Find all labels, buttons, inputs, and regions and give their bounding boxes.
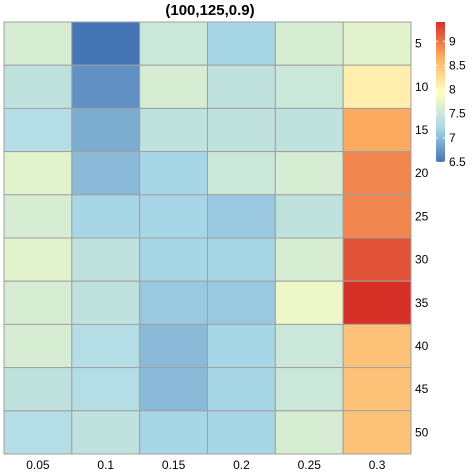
heatmap-cell-r50-c0.1 — [71, 410, 141, 455]
heatmap-cell-r15-c0.2 — [207, 107, 276, 153]
heatmap-cell-r35-c0.2 — [207, 280, 276, 325]
heatmap-cell-r40-c0.1 — [71, 323, 141, 369]
heatmap-cell-r50-c0.2 — [207, 410, 276, 455]
heatmap-cell-r30-c0.1 — [71, 237, 141, 282]
y-tick-label: 45 — [415, 382, 429, 396]
colorbar-tick-label: 9 — [449, 34, 456, 48]
heatmap-cell-r25-c0.05 — [3, 194, 73, 239]
y-tick-label: 15 — [415, 123, 429, 137]
heatmap-cell-r5-c0.2 — [207, 21, 276, 66]
heatmap-cell-r45-c0.25 — [274, 367, 344, 412]
x-tick-label: 0.3 — [369, 458, 386, 472]
heatmap-cell-r25-c0.15 — [139, 194, 209, 239]
x-axis-ticks: 0.05 0.1 0.15 0.2 0.25 0.3 — [26, 458, 386, 472]
heatmap-cell-r20-c0.05 — [3, 151, 73, 196]
heatmap-cell-r25-c0.25 — [274, 194, 344, 239]
heatmap-cell-r30-c0.3 — [342, 237, 412, 282]
heatmap-cell-r5-c0.25 — [274, 21, 344, 66]
colorbar-ticks: 9 8.5 8 7.5 7 6.5 — [436, 34, 466, 169]
heatmap-cell-r50-c0.05 — [3, 410, 73, 455]
heatmap-cell-r25-c0.3 — [342, 194, 412, 239]
heatmap-cell-r10-c0.25 — [274, 64, 344, 109]
heatmap-cell-r10-c0.2 — [207, 64, 276, 109]
heatmap-cell-r45-c0.15 — [139, 367, 209, 412]
heatmap-cell-r25-c0.1 — [71, 194, 141, 239]
heatmap-cell-r20-c0.15 — [139, 151, 209, 196]
colorbar-tick-label: 8.5 — [449, 58, 466, 72]
heatmap-cell-r40-c0.3 — [342, 323, 412, 369]
heatmap-cell-r50-c0.15 — [139, 410, 209, 455]
y-tick-label: 5 — [415, 37, 422, 51]
heatmap-cell-r45-c0.1 — [71, 367, 141, 412]
heatmap-cell-r30-c0.2 — [207, 237, 276, 282]
heatmap-cell-r40-c0.15 — [139, 323, 209, 369]
y-tick-label: 35 — [415, 296, 429, 310]
heatmap-cell-r15-c0.25 — [274, 107, 344, 153]
y-tick-label: 25 — [415, 209, 429, 223]
heatmap-cell-r45-c0.3 — [342, 367, 412, 412]
heatmap-cell-r5-c0.1 — [71, 21, 141, 66]
heatmap-cell-r15-c0.15 — [139, 107, 209, 153]
heatmap-cell-r45-c0.05 — [3, 367, 73, 412]
colorbar-tick-label: 6.5 — [449, 155, 466, 169]
y-tick-label: 10 — [415, 80, 429, 94]
heatmap-cell-r35-c0.15 — [139, 280, 209, 325]
heatmap-cell-r30-c0.05 — [3, 237, 73, 282]
heatmap-cell-r15-c0.3 — [342, 107, 412, 153]
y-tick-label: 20 — [415, 166, 429, 180]
heatmap-cell-r15-c0.1 — [71, 107, 141, 153]
colorbar-tick-label: 7.5 — [449, 107, 466, 121]
heatmap-cell-r15-c0.05 — [3, 107, 73, 153]
colorbar-legend: 9 8.5 8 7.5 7 6.5 — [436, 22, 466, 169]
heatmap-cell-r30-c0.15 — [139, 237, 209, 282]
heatmap-cell-r10-c0.3 — [342, 64, 412, 109]
heatmap-cell-r35-c0.05 — [3, 280, 73, 325]
y-tick-label: 30 — [415, 253, 429, 267]
colorbar — [436, 22, 445, 162]
heatmap-cell-r20-c0.1 — [71, 151, 141, 196]
heatmap-cell-r10-c0.05 — [3, 64, 73, 109]
heatmap-cell-r10-c0.1 — [71, 64, 141, 109]
heatmap-cell-r20-c0.25 — [274, 151, 344, 196]
heatmap-cell-r40-c0.05 — [3, 323, 73, 369]
x-tick-label: 0.2 — [233, 458, 250, 472]
heatmap-cell-r45-c0.2 — [207, 367, 276, 412]
heatmap-cell-r20-c0.3 — [342, 151, 412, 196]
heatmap-cell-r35-c0.1 — [71, 280, 141, 325]
colorbar-tick-label: 7 — [449, 131, 456, 145]
heatmap-cell-r10-c0.15 — [139, 64, 209, 109]
heatmap-cell-r40-c0.25 — [274, 323, 344, 369]
heatmap-cell-r50-c0.25 — [274, 410, 344, 455]
colorbar-tick-label: 8 — [449, 83, 456, 97]
x-tick-label: 0.15 — [162, 458, 186, 472]
x-tick-label: 0.25 — [298, 458, 322, 472]
heatmap-cell-r30-c0.25 — [274, 237, 344, 282]
heatmap-cell-r20-c0.2 — [207, 151, 276, 196]
heatmap-cell-r5-c0.3 — [342, 21, 412, 66]
heatmap-cell-r5-c0.15 — [139, 21, 209, 66]
heatmap-cell-r35-c0.3 — [342, 280, 412, 325]
x-tick-label: 0.1 — [97, 458, 114, 472]
heatmap-cell-r5-c0.05 — [3, 21, 73, 66]
y-tick-label: 40 — [415, 339, 429, 353]
y-tick-label: 50 — [415, 425, 429, 439]
x-tick-label: 0.05 — [26, 458, 50, 472]
y-axis-ticks: 5 10 15 20 25 30 35 40 45 50 — [415, 37, 429, 440]
heatmap-cells — [3, 21, 412, 455]
heatmap-cell-r40-c0.2 — [207, 323, 276, 369]
heatmap-cell-r50-c0.3 — [342, 410, 412, 455]
heatmap-cell-r35-c0.25 — [274, 280, 344, 325]
chart-title: (100,125,0.9) — [165, 2, 254, 19]
heatmap-cell-r25-c0.2 — [207, 194, 276, 239]
